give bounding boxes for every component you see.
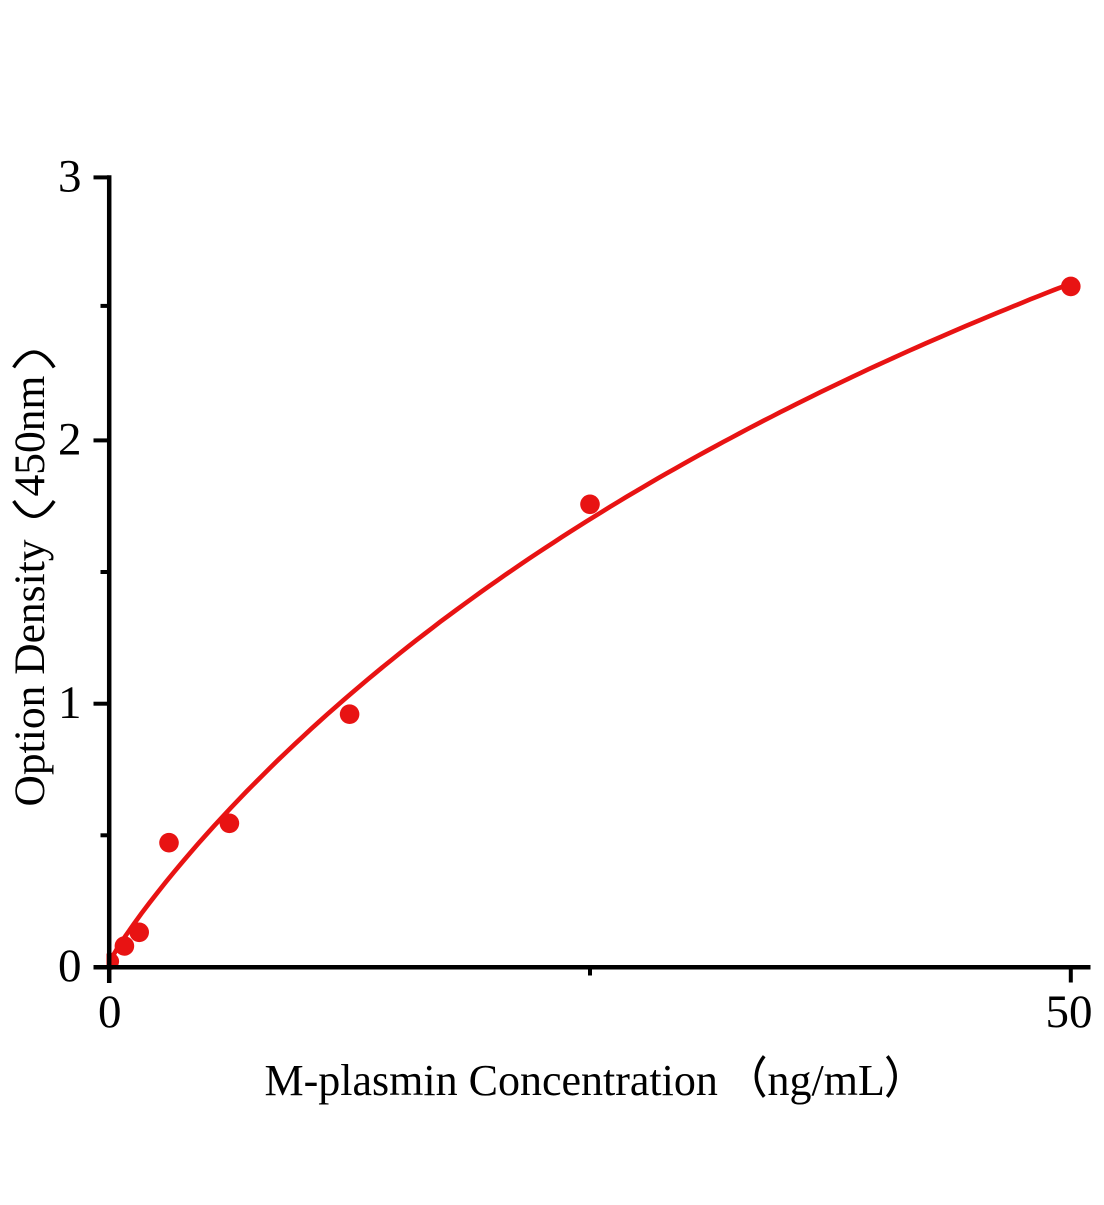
svg-text:3: 3: [58, 151, 82, 203]
svg-text:Option Density: Option Density: [6, 539, 54, 806]
svg-text:0: 0: [98, 986, 122, 1038]
svg-text:ng/mL: ng/mL: [768, 1056, 885, 1105]
svg-text:450nm: 450nm: [6, 376, 54, 497]
svg-text:0: 0: [58, 940, 82, 992]
svg-text:2: 2: [58, 414, 82, 466]
svg-text:1: 1: [58, 677, 82, 729]
svg-text:M-plasmin Concentration: M-plasmin Concentration: [265, 1056, 718, 1105]
svg-text:50: 50: [1046, 986, 1093, 1038]
